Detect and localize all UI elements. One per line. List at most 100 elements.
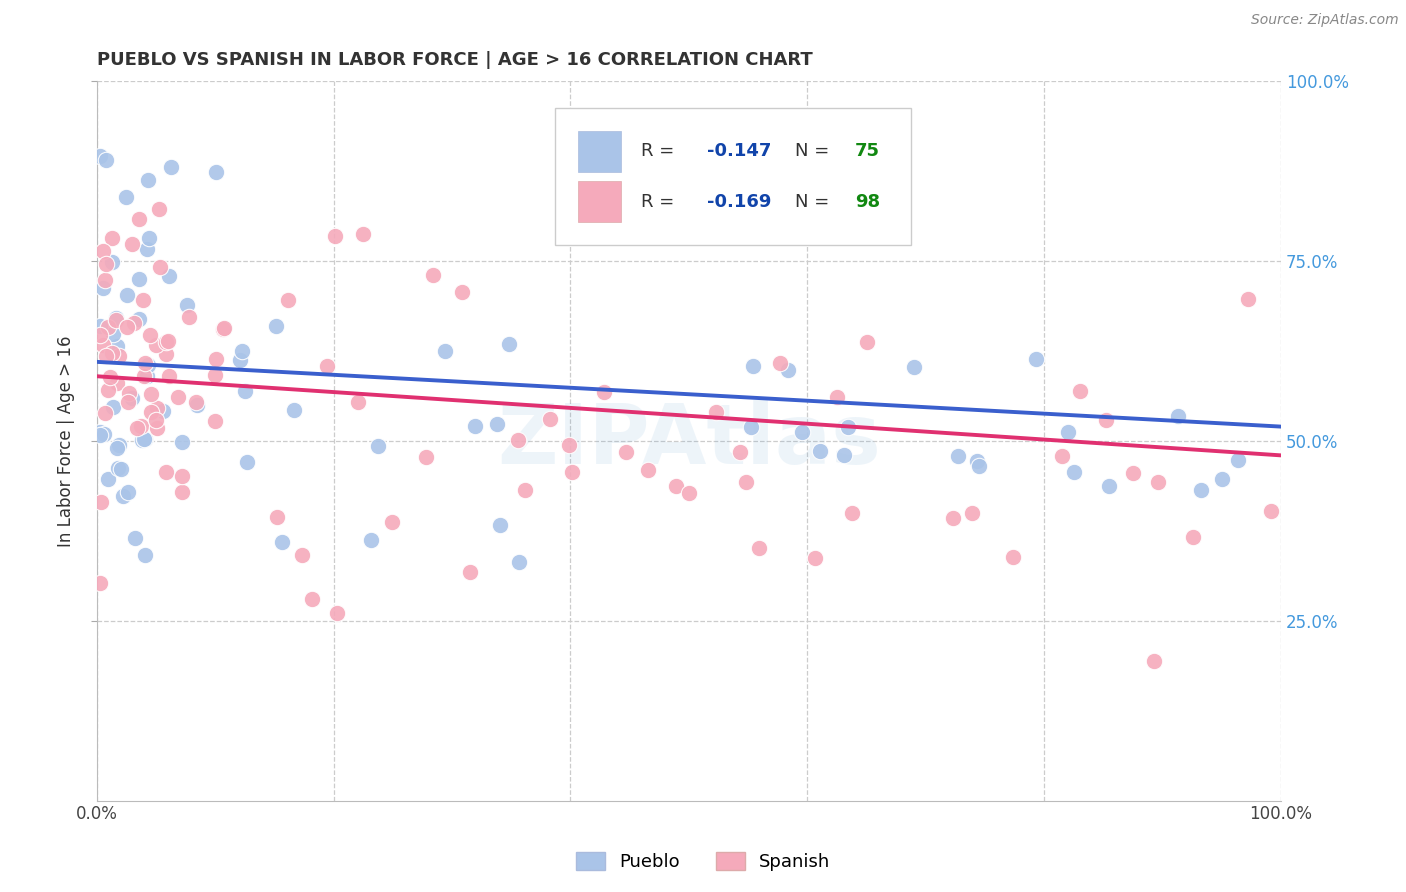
Point bbox=[837, 420, 859, 434]
Point bbox=[148, 202, 170, 216]
Point bbox=[488, 517, 510, 532]
Point bbox=[138, 358, 160, 372]
Point bbox=[1095, 413, 1118, 427]
Point bbox=[146, 401, 169, 416]
Point bbox=[1211, 472, 1233, 486]
Point bbox=[1001, 549, 1024, 564]
Point bbox=[115, 190, 138, 204]
Point bbox=[155, 334, 177, 349]
Point bbox=[93, 426, 115, 441]
Point bbox=[1147, 475, 1170, 489]
Text: 75: 75 bbox=[855, 143, 880, 161]
Point bbox=[498, 337, 520, 351]
Point bbox=[136, 242, 159, 256]
Text: -0.147: -0.147 bbox=[707, 143, 770, 161]
Point bbox=[266, 510, 288, 524]
Point bbox=[96, 256, 118, 270]
Text: N =: N = bbox=[796, 193, 835, 211]
Point bbox=[967, 458, 990, 473]
Point bbox=[136, 173, 159, 187]
Point bbox=[155, 465, 177, 479]
Point bbox=[129, 419, 152, 434]
Point bbox=[134, 356, 156, 370]
Point bbox=[101, 401, 124, 415]
Point bbox=[352, 227, 374, 241]
Point bbox=[176, 298, 198, 312]
Point bbox=[204, 368, 226, 383]
Point bbox=[538, 412, 561, 426]
Point bbox=[464, 419, 486, 434]
Point bbox=[810, 443, 832, 458]
Point bbox=[558, 438, 581, 452]
Y-axis label: In Labor Force | Age > 16: In Labor Force | Age > 16 bbox=[58, 335, 75, 547]
Point bbox=[97, 320, 120, 334]
Point bbox=[962, 506, 984, 520]
Point bbox=[159, 160, 181, 174]
Point bbox=[89, 575, 111, 590]
Point bbox=[186, 398, 208, 412]
Text: -0.169: -0.169 bbox=[707, 193, 770, 211]
Point bbox=[1069, 384, 1091, 398]
Point bbox=[89, 149, 111, 163]
Point bbox=[508, 555, 530, 569]
Point bbox=[128, 312, 150, 326]
Point bbox=[134, 548, 156, 562]
Point bbox=[212, 320, 235, 334]
Point bbox=[104, 313, 127, 327]
Point bbox=[1167, 409, 1189, 424]
Point bbox=[132, 293, 155, 307]
Point bbox=[101, 326, 124, 341]
Point bbox=[91, 281, 114, 295]
Text: ZIPAtlas: ZIPAtlas bbox=[496, 401, 880, 482]
Point bbox=[146, 421, 169, 435]
Point bbox=[277, 293, 299, 307]
Point bbox=[141, 404, 163, 418]
Point bbox=[316, 359, 339, 374]
FancyBboxPatch shape bbox=[578, 131, 621, 172]
Point bbox=[107, 460, 129, 475]
Point bbox=[841, 506, 863, 520]
Point bbox=[138, 231, 160, 245]
Point bbox=[271, 535, 294, 549]
Point bbox=[122, 316, 145, 330]
Point bbox=[422, 268, 444, 282]
Point bbox=[212, 322, 235, 336]
Point bbox=[125, 421, 148, 435]
Point bbox=[678, 485, 700, 500]
Point bbox=[124, 531, 146, 545]
Point bbox=[89, 328, 111, 343]
Point bbox=[856, 334, 879, 349]
Text: R =: R = bbox=[641, 143, 681, 161]
Point bbox=[157, 268, 180, 283]
Point bbox=[134, 432, 156, 446]
Point bbox=[832, 448, 855, 462]
Point bbox=[97, 383, 120, 397]
Point bbox=[450, 285, 472, 299]
Point bbox=[121, 237, 143, 252]
Point bbox=[367, 439, 389, 453]
Point bbox=[508, 433, 530, 447]
Point bbox=[1227, 453, 1250, 467]
Point bbox=[825, 390, 848, 404]
Point bbox=[433, 344, 456, 359]
Point bbox=[94, 349, 117, 363]
Point bbox=[101, 345, 124, 359]
Point bbox=[152, 404, 174, 418]
Text: 98: 98 bbox=[855, 193, 880, 211]
Point bbox=[704, 405, 727, 419]
Point bbox=[117, 386, 139, 401]
Point bbox=[128, 211, 150, 226]
Point bbox=[561, 466, 583, 480]
Point bbox=[170, 435, 193, 450]
Point bbox=[301, 591, 323, 606]
Point bbox=[89, 318, 111, 333]
Point bbox=[415, 450, 437, 464]
Point bbox=[235, 455, 257, 469]
Point bbox=[1050, 449, 1073, 463]
Point bbox=[145, 338, 167, 352]
Point bbox=[283, 403, 305, 417]
Point bbox=[94, 407, 117, 421]
Point bbox=[1098, 479, 1121, 493]
Point bbox=[644, 221, 666, 235]
Point bbox=[121, 391, 143, 405]
